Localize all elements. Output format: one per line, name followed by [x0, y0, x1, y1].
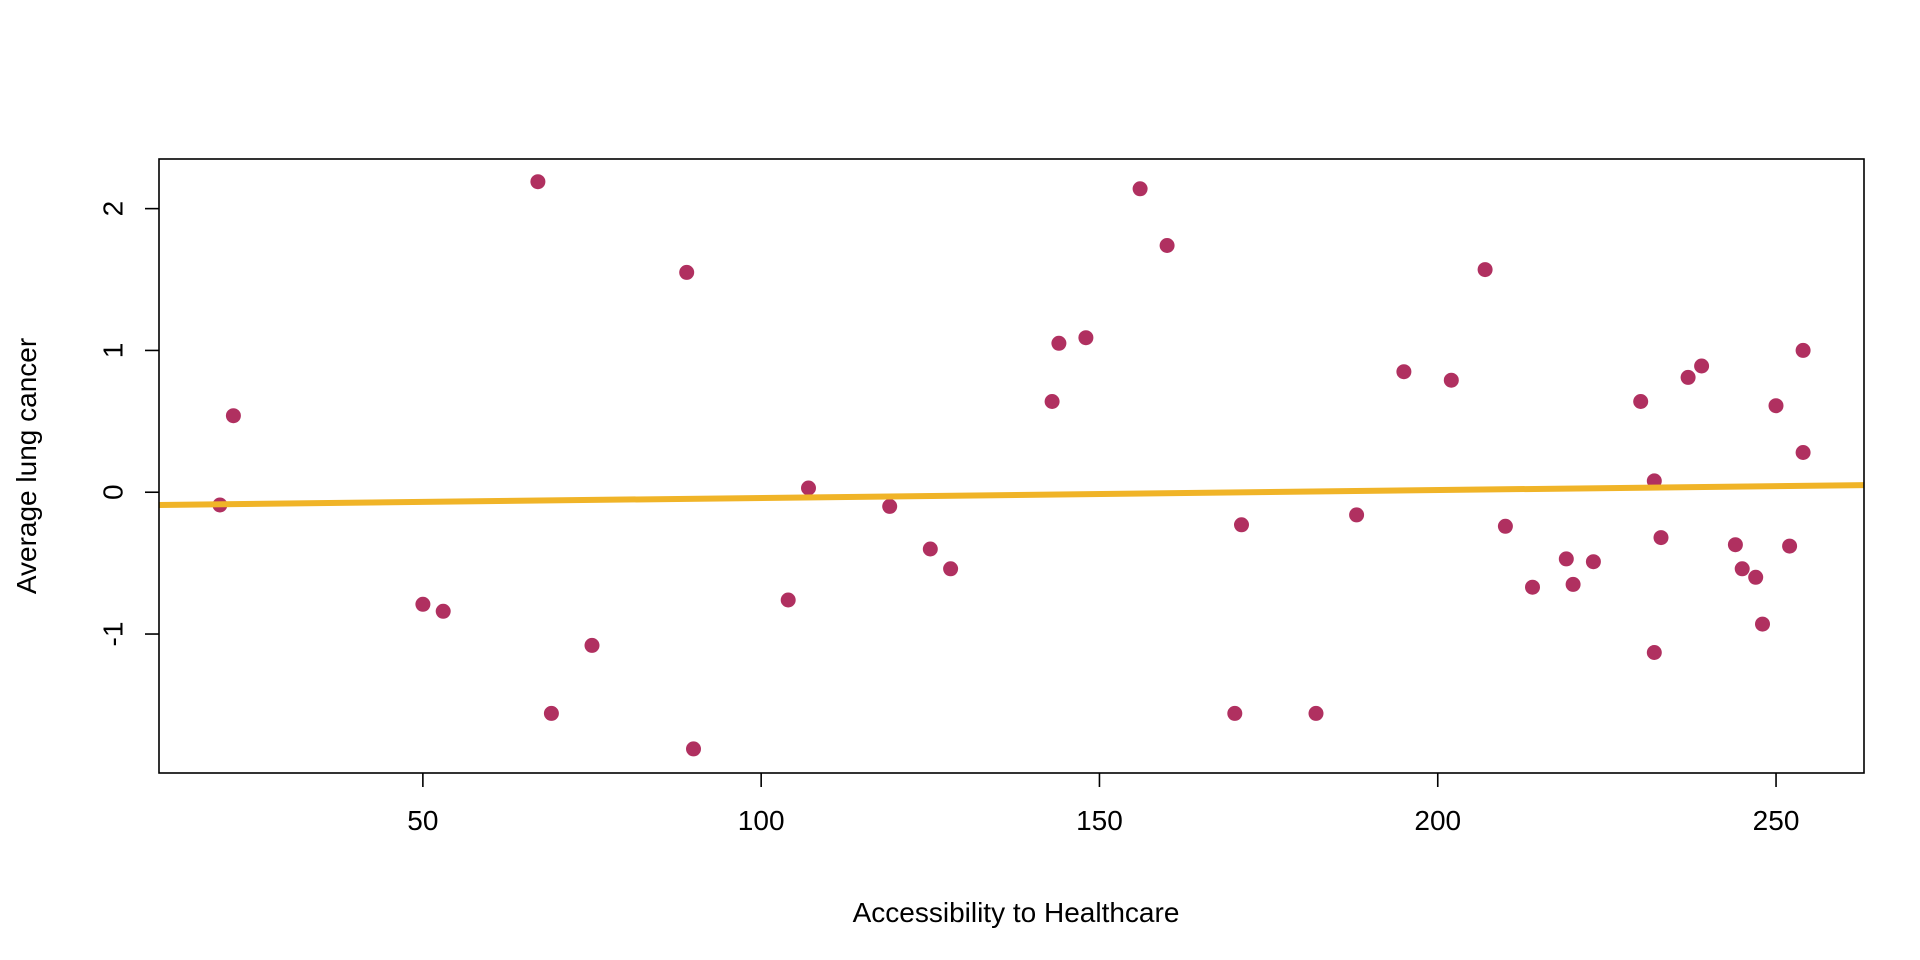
data-point — [1748, 569, 1764, 585]
data-point — [584, 637, 600, 653]
data-point — [1694, 358, 1710, 374]
data-point — [1349, 507, 1365, 523]
data-point — [1795, 445, 1811, 460]
x-tick-label: 50 — [407, 805, 438, 836]
x-tick-label: 200 — [1414, 805, 1461, 836]
data-point — [1646, 645, 1662, 660]
data-point — [435, 603, 451, 619]
data-point — [1653, 530, 1669, 546]
data-point — [1308, 705, 1324, 721]
data-point — [1680, 369, 1696, 385]
data-point — [679, 264, 695, 280]
data-point — [1633, 394, 1649, 409]
data-point — [1396, 364, 1412, 380]
y-axis: -1 0 1 2 — [97, 201, 159, 647]
x-axis: 50 100 150 200 250 — [407, 773, 1799, 836]
data-point — [1078, 330, 1094, 346]
x-tick-label: 100 — [738, 805, 785, 836]
data-point — [1768, 398, 1784, 414]
data-point — [1727, 537, 1743, 553]
data-point — [1782, 538, 1798, 554]
line-layer — [158, 482, 1865, 508]
x-tick-label: 150 — [1076, 805, 1123, 836]
data-point — [225, 408, 241, 424]
y-axis-title: Average lung cancer — [11, 338, 42, 594]
data-point — [1051, 335, 1067, 351]
data-point — [1795, 342, 1811, 358]
data-point — [1525, 579, 1540, 595]
data-point — [801, 480, 816, 496]
data-point — [1132, 181, 1148, 197]
x-tick-label: 250 — [1753, 805, 1800, 836]
data-point — [1585, 554, 1601, 570]
data-point — [882, 498, 898, 514]
data-point — [1755, 616, 1770, 632]
y-tick-label: -1 — [97, 622, 128, 647]
data-point — [1234, 517, 1249, 533]
data-point — [686, 741, 701, 757]
data-point — [1044, 394, 1060, 409]
points-layer — [212, 174, 1811, 757]
data-point — [543, 705, 559, 721]
data-point — [1159, 238, 1175, 253]
data-point — [1734, 561, 1750, 577]
data-point — [922, 541, 938, 557]
data-point — [943, 561, 959, 577]
y-tick-label: 2 — [97, 201, 128, 217]
data-point — [415, 596, 431, 612]
x-axis-title: Accessibility to Healthcare — [853, 897, 1180, 928]
regression-line — [158, 482, 1865, 508]
y-tick-label: 1 — [97, 343, 128, 359]
data-point — [1558, 551, 1574, 567]
data-point — [780, 592, 796, 608]
plot-frame — [158, 158, 1865, 774]
data-point — [1477, 262, 1493, 278]
data-point — [530, 174, 546, 190]
data-point — [1443, 372, 1459, 388]
data-point — [1565, 576, 1581, 592]
data-point — [1497, 518, 1513, 534]
data-point — [1227, 705, 1243, 721]
y-tick-label: 0 — [97, 484, 128, 500]
